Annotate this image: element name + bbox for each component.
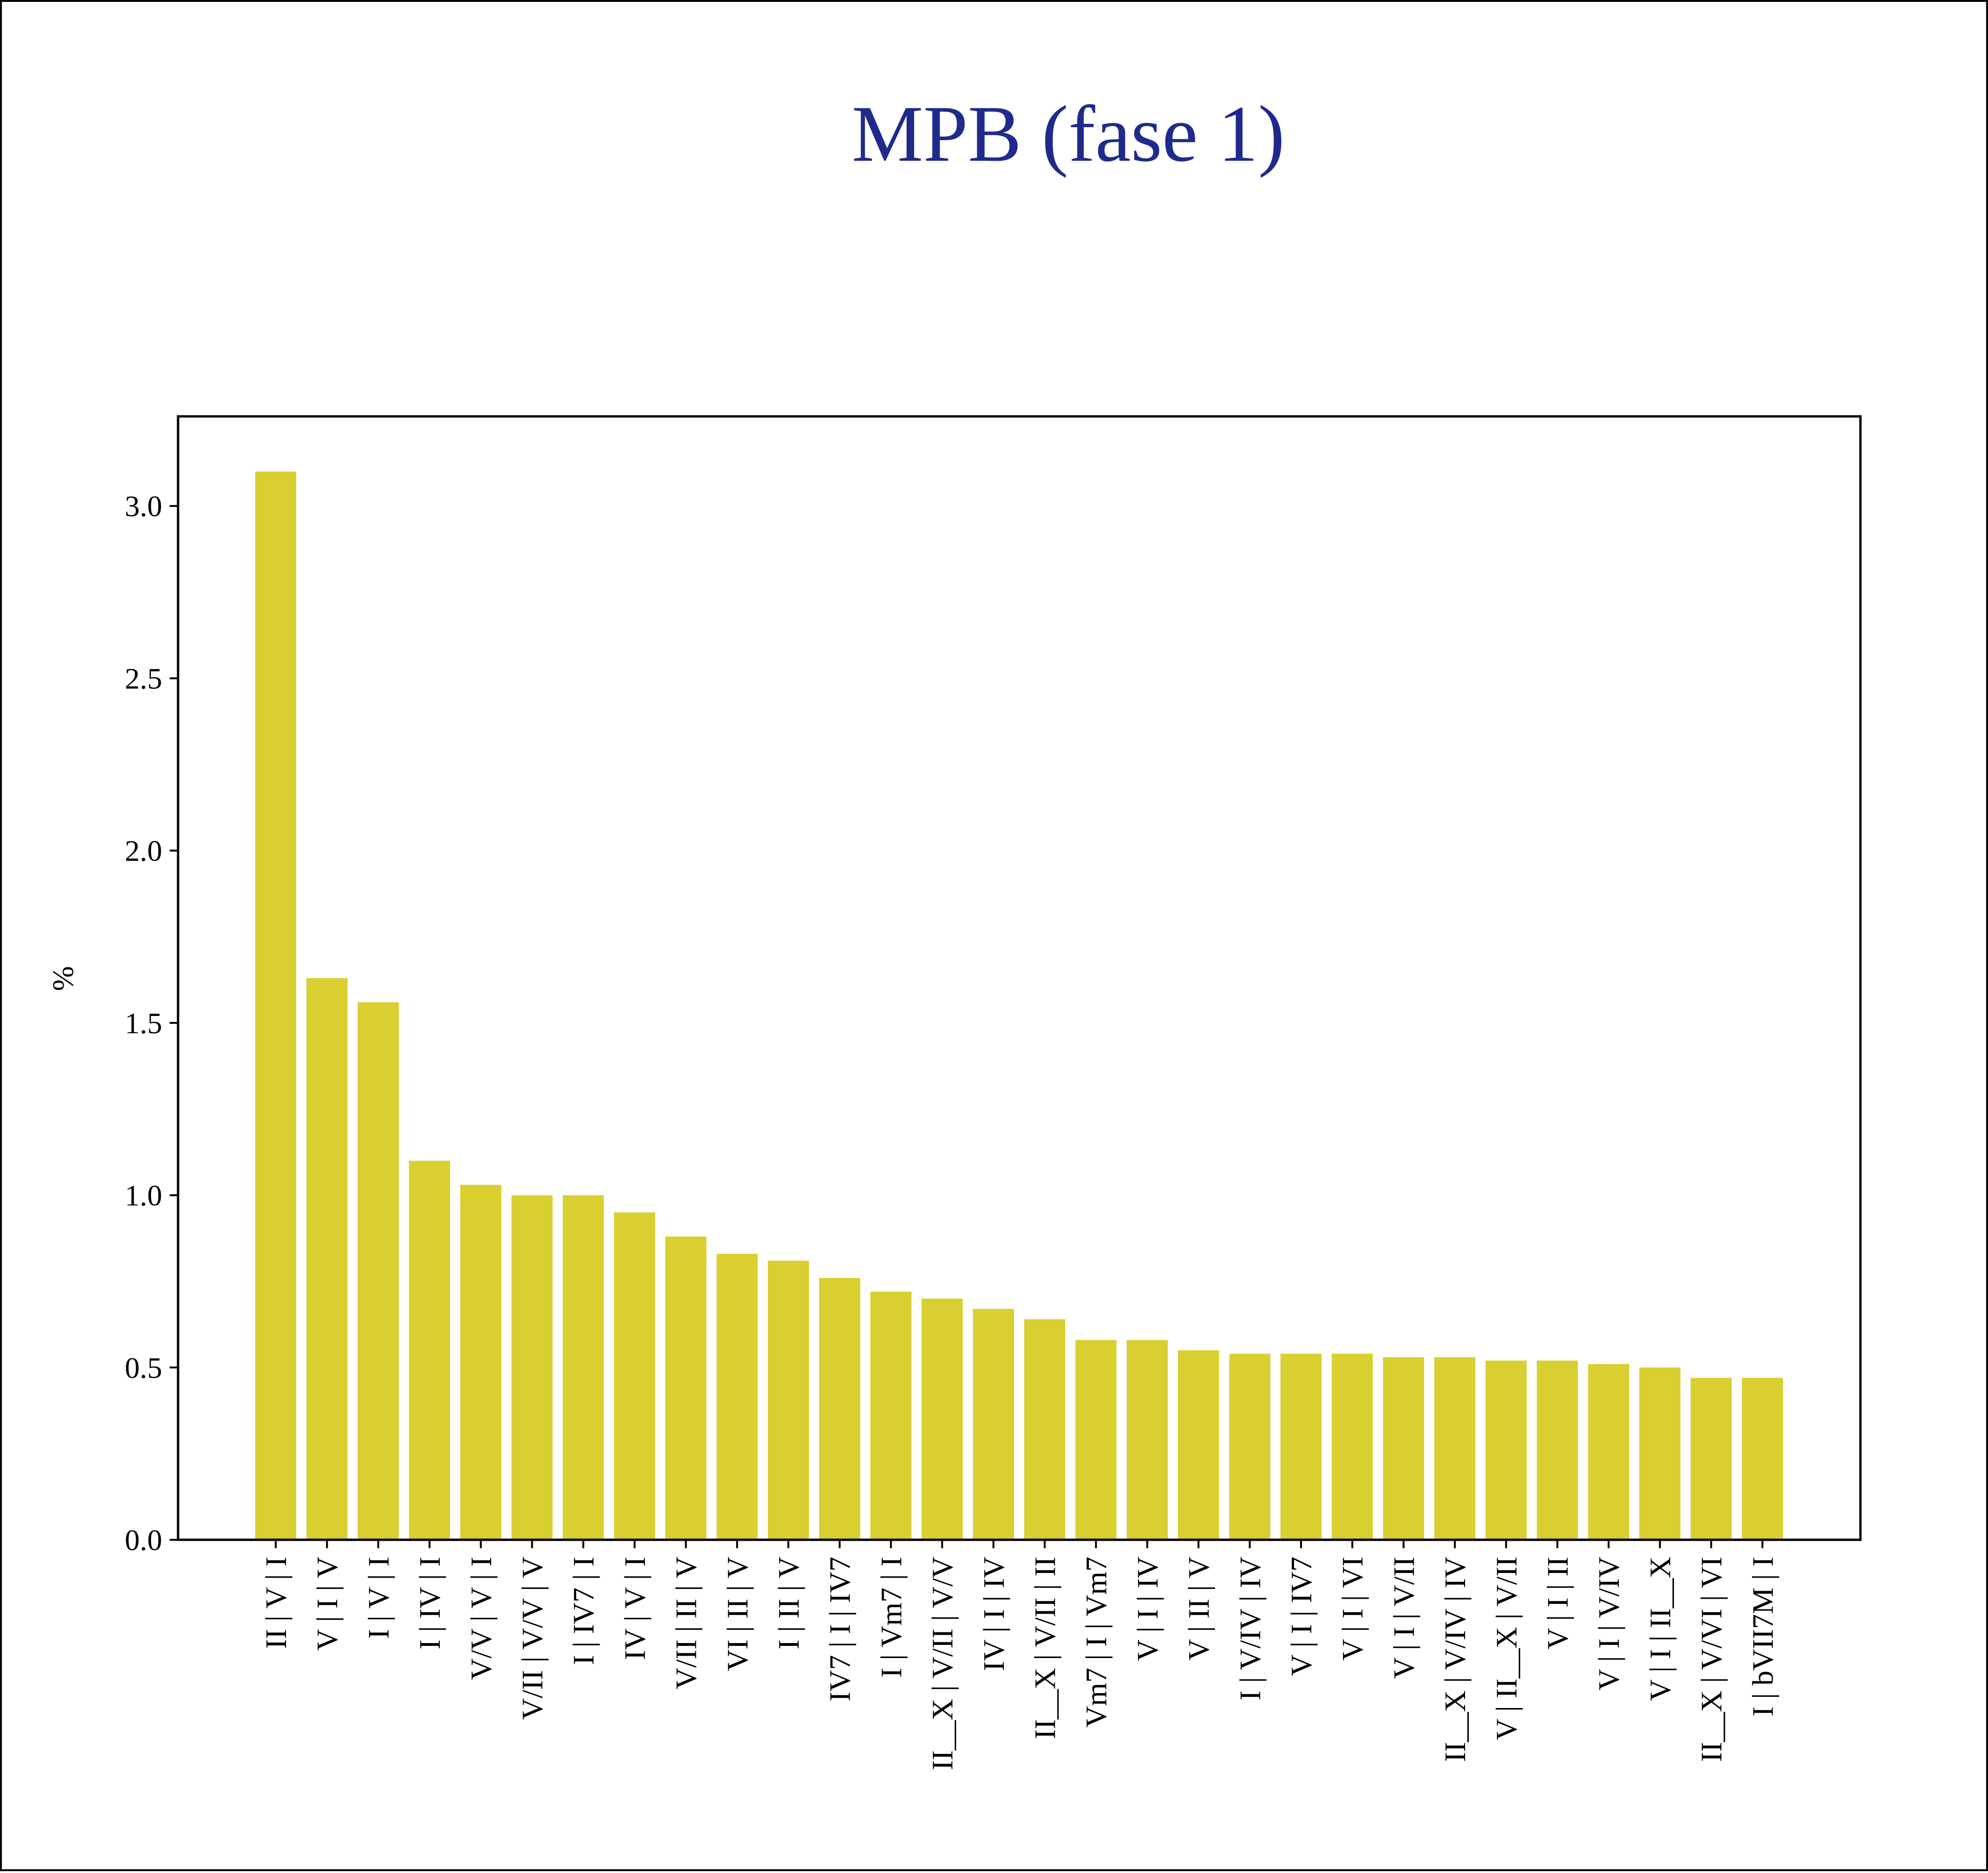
bar [255, 472, 296, 1540]
x-tick-label: I | bVII7M | I [1746, 1557, 1779, 1716]
bar [1075, 1340, 1117, 1540]
bar [870, 1292, 912, 1540]
bar [460, 1185, 501, 1540]
y-tick-label: 1.0 [125, 1179, 162, 1212]
x-tick-label: V | I | V/IV [1592, 1557, 1625, 1690]
x-tick-label: V | II__X | V/II [1490, 1557, 1523, 1740]
bar [716, 1253, 758, 1540]
bar [1434, 1357, 1476, 1540]
bar [973, 1308, 1014, 1540]
bar [1383, 1357, 1424, 1540]
x-tick-label: V | I | V [311, 1557, 344, 1651]
y-tick-label: 2.0 [125, 834, 162, 867]
bar [563, 1195, 604, 1540]
plot-area-frame [177, 415, 1862, 1541]
x-tick-label: IV7 | I | IV7 [823, 1557, 857, 1701]
bar [768, 1260, 809, 1540]
y-axis-label: % [46, 966, 79, 991]
y-axis-ticks: 0.0 0.5 1.0 1.5 2.0 2.5 3.0 [125, 490, 178, 1557]
x-tick-label: V | I | II [1541, 1557, 1574, 1650]
x-tick-label: II__X | V/IV | IV [1438, 1557, 1472, 1762]
x-tick-label: V | I | V/II [1387, 1557, 1420, 1679]
x-tick-label: IV | V | I [618, 1557, 651, 1660]
bar [1178, 1350, 1219, 1540]
x-tick-label: I | IV | I [413, 1557, 446, 1650]
x-tick-label: V | I | IV7 [1285, 1557, 1318, 1676]
x-tick-label: I | II | V [772, 1557, 805, 1650]
chart-title: MPB (fase 1) [852, 90, 1285, 179]
bar [1331, 1353, 1373, 1540]
x-axis-ticks: II | V | I V | I | V I | V | I I | IV | I V/… [259, 1540, 1779, 1770]
bar [1537, 1360, 1578, 1540]
x-tick-label: I | Vm7 | I [874, 1557, 908, 1678]
bar [1690, 1378, 1732, 1540]
x-tick-label: II | V | I [259, 1557, 293, 1649]
y-tick-label: 2.5 [125, 662, 162, 695]
x-tick-label: I | V/IV | IV [1233, 1557, 1266, 1701]
bar [1588, 1364, 1630, 1540]
bar [665, 1237, 707, 1540]
y-tick-label: 3.0 [125, 490, 162, 523]
y-tick-label: 0.0 [125, 1523, 162, 1557]
bar [306, 978, 348, 1540]
bar [922, 1298, 963, 1540]
y-tick-label: 1.5 [125, 1007, 162, 1040]
x-tick-label: I | IV7 | I [567, 1557, 600, 1665]
bar [1126, 1340, 1168, 1540]
bar [409, 1160, 451, 1540]
x-tick-label: IV | I | IV [977, 1557, 1010, 1671]
bar [819, 1278, 860, 1540]
x-tick-label: V/II | II | V [670, 1557, 703, 1689]
bars-group [255, 472, 1783, 1540]
bar [1229, 1353, 1271, 1540]
bar [1742, 1378, 1783, 1540]
y-tick-label: 0.5 [125, 1351, 162, 1384]
x-tick-label: V/V | V | I [465, 1557, 498, 1680]
x-tick-label: V | I | IV [1131, 1557, 1164, 1661]
x-tick-label: V | I | II__X [1644, 1557, 1677, 1701]
x-tick-label: II__X | V/II | V/V [926, 1557, 959, 1770]
bar [1485, 1360, 1527, 1540]
x-tick-label: V | I | VI [1336, 1557, 1369, 1660]
bar [1280, 1353, 1322, 1540]
x-tick-label: Vm7 | I | Vm7 [1080, 1557, 1113, 1728]
bar [358, 1002, 399, 1540]
x-tick-label: V/II | V/V | V [516, 1557, 549, 1720]
bar [511, 1195, 553, 1540]
x-tick-label: V | II | V [1182, 1557, 1216, 1660]
x-tick-label: I | V | I [362, 1557, 395, 1639]
x-tick-label: II__X | V/VI | VI [1695, 1557, 1728, 1762]
x-tick-label: VI | II | V [721, 1557, 754, 1671]
bar [1639, 1367, 1681, 1540]
bar [1024, 1319, 1066, 1540]
bar [614, 1212, 655, 1540]
x-tick-label: II__X | V/II | II [1029, 1557, 1062, 1739]
